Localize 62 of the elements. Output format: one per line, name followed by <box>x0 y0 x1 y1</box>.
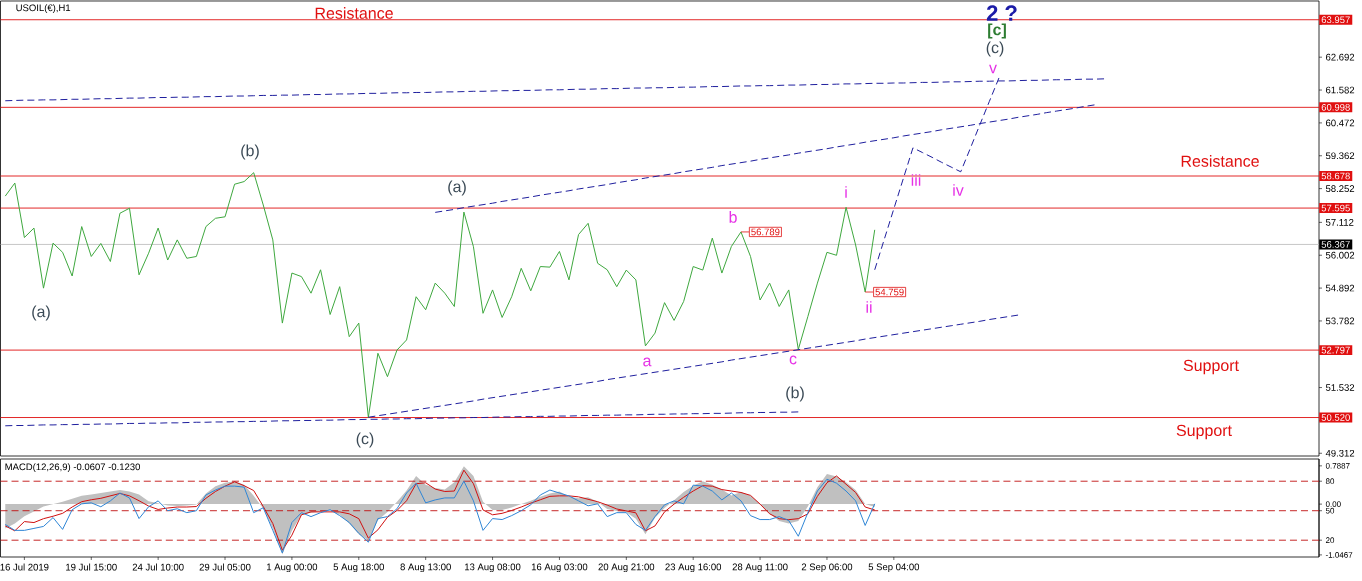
ref-line-label: 58.678 <box>1321 172 1350 180</box>
y-tick-label: 53.782 <box>1325 317 1355 325</box>
y-tick-label: 60.472 <box>1326 119 1355 127</box>
y-tick-label: -1.0467 <box>1325 552 1353 558</box>
annotation: iv <box>953 184 964 196</box>
annotation: v <box>989 64 997 74</box>
annotation: i <box>845 186 847 198</box>
y-tick-label: 0.00 <box>1325 501 1341 507</box>
data-label: 54.759 <box>875 288 904 296</box>
annotation: iii <box>911 174 921 186</box>
y2-tick-label: 50 <box>1325 507 1335 514</box>
annotation: a <box>643 357 652 367</box>
annotation: Support <box>1176 424 1232 440</box>
y-tick-label: 49.312 <box>1325 449 1355 457</box>
x-tick-label: 1 Aug 00:00 <box>267 563 318 573</box>
annotation: (b) <box>786 386 804 402</box>
x-tick-label: 19 Jul 15:00 <box>66 563 117 571</box>
annotation: b <box>729 211 737 223</box>
ref-line-label: 50.520 <box>1321 414 1350 421</box>
ref-line-label: 60.998 <box>1321 103 1350 111</box>
chart-title: MACD(12,26,9) -0.0607 -0.1230 <box>5 463 141 473</box>
y-tick-label: 56.002 <box>1325 251 1355 259</box>
annotation: (a) <box>32 305 50 321</box>
x-tick-label: 20 Aug 21:00 <box>598 563 655 573</box>
y-tick-label: 0.7887 <box>1325 463 1350 469</box>
annotation: 2 ? <box>986 5 1017 21</box>
x-tick-label: 29 Jul 05:00 <box>199 563 251 571</box>
chart-title: USOIL(€),H1 <box>16 4 71 14</box>
x-tick-label: 8 Aug 13:00 <box>400 563 451 573</box>
y-tick-label: 59.362 <box>1325 152 1355 160</box>
ref-line-label: 57.595 <box>1321 204 1350 212</box>
x-tick-label: 16 Jul 2019 <box>0 563 49 571</box>
y-tick-label: 54.892 <box>1325 284 1355 292</box>
x-tick-label: 13 Aug 08:00 <box>465 563 521 573</box>
annotation: Support <box>1183 359 1239 375</box>
ref-line-label: 63.957 <box>1321 16 1350 24</box>
annotation: (c) <box>356 432 374 448</box>
annotation: Resistance <box>1181 155 1259 167</box>
y-tick-label: 51.532 <box>1325 384 1355 391</box>
annotation: [c] <box>988 23 1006 39</box>
x-tick-label: 28 Aug 11:00 <box>732 563 788 573</box>
x-tick-label: 5 Aug 18:00 <box>333 563 385 573</box>
x-tick-label: 24 Jul 10:00 <box>132 563 184 571</box>
y-tick-label: 62.692 <box>1326 53 1355 61</box>
x-tick-label: 2 Sep 06:00 <box>801 563 853 573</box>
annotation: (b) <box>241 144 259 160</box>
y2-tick-label: 20 <box>1325 537 1335 544</box>
ref-line-label: 52.797 <box>1321 346 1350 354</box>
y2-tick-label: 80 <box>1325 478 1335 485</box>
annotation: (a) <box>448 180 466 196</box>
annotation: Resistance <box>315 7 393 19</box>
x-tick-label: 23 Aug 16:00 <box>665 563 722 573</box>
y-tick-label: 58.252 <box>1325 185 1355 192</box>
ref-line-label: 56.367 <box>1321 241 1350 248</box>
annotation: ii <box>866 301 872 313</box>
annotation: c <box>789 355 797 365</box>
annotation: (c) <box>986 41 1004 57</box>
data-label: 56.789 <box>751 228 780 236</box>
y-tick-label: 61.582 <box>1326 86 1355 94</box>
x-tick-label: 5 Sep 04:00 <box>868 563 920 573</box>
x-tick-label: 16 Aug 03:00 <box>531 563 588 573</box>
y-tick-label: 57.112 <box>1325 219 1354 226</box>
